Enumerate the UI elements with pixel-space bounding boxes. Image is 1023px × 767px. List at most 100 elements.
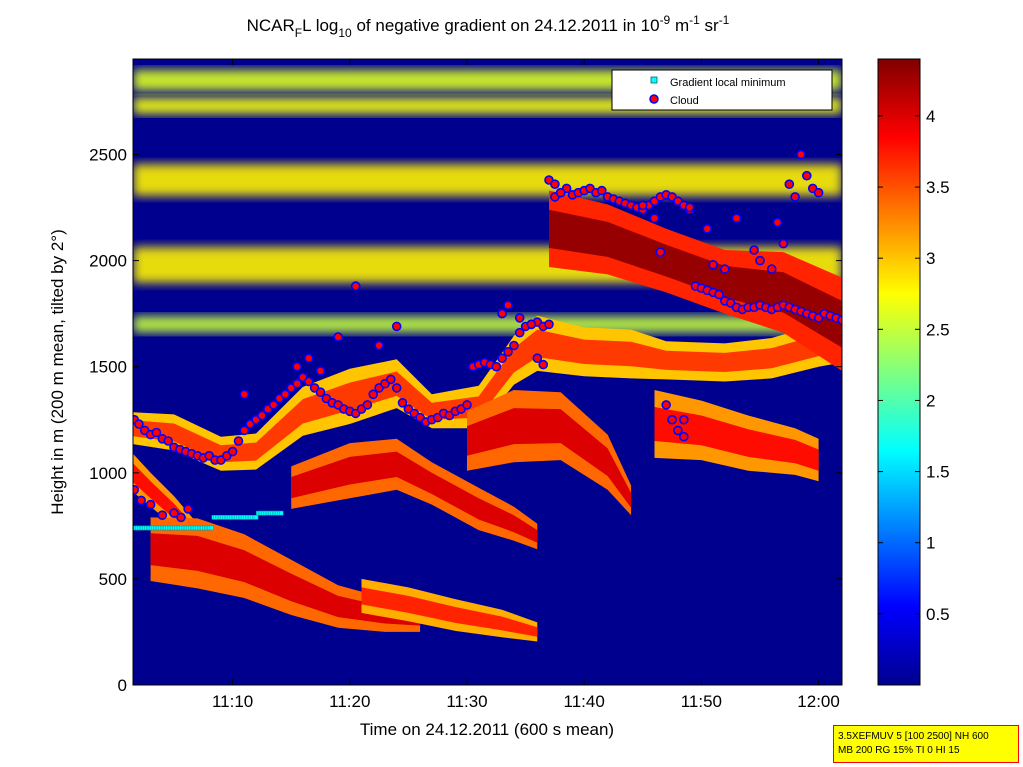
cloud-marker	[667, 414, 677, 425]
cloud-band-core-4	[654, 407, 819, 471]
cloud-marker	[790, 192, 800, 202]
cloud-marker	[145, 499, 156, 510]
series-layer	[133, 149, 842, 531]
cloud-marker	[661, 400, 672, 410]
x-tick-label: 11:10	[212, 692, 253, 711]
colorbar-tick-label: 4	[926, 107, 935, 126]
cloud-marker	[233, 436, 244, 446]
upper-layer-5	[133, 315, 842, 333]
cloud-marker	[731, 213, 742, 223]
cloud-marker	[538, 359, 549, 370]
cloud-marker	[514, 313, 525, 323]
cloud-marker	[708, 259, 718, 270]
minimum-marker	[209, 525, 214, 531]
cloud-marker	[766, 264, 777, 274]
cloud-marker	[596, 185, 607, 196]
x-axis-label: Time on 24.12.2011 (600 s mean)	[360, 720, 614, 739]
colorbar-tick-label: 1	[926, 534, 935, 553]
minimum-marker	[253, 515, 259, 520]
cloud-marker	[784, 179, 795, 189]
colorbar: 0.5 1 1.5 2 2.5 3 3.5 4	[877, 58, 950, 686]
cloud-marker	[509, 340, 519, 351]
cloud-band-core-7	[361, 587, 538, 637]
cloud-marker	[526, 319, 537, 330]
y-axis-label: Height in m (200 m mean, tilted by 2°)	[48, 229, 67, 515]
cloud-marker	[133, 485, 139, 495]
cloud-marker	[239, 389, 250, 400]
cloud-band-core-8	[549, 209, 842, 348]
y-tick-label: 2500	[89, 145, 127, 164]
colorbar-tick-label: 3	[926, 249, 935, 268]
cloud-marker	[280, 389, 291, 400]
cloud-marker	[772, 217, 783, 228]
cloud-marker	[303, 376, 314, 387]
cloud-marker	[837, 315, 842, 325]
x-tick-label: 11:50	[681, 692, 722, 711]
upper-layer-3	[133, 164, 842, 196]
cloud-marker	[315, 366, 326, 376]
legend-marker-cloud	[649, 94, 659, 104]
cloud-marker	[503, 300, 513, 311]
cloud-marker	[151, 427, 162, 438]
heatmap-bands	[133, 69, 842, 642]
cloud-marker	[714, 289, 724, 300]
colorbar-tick-label: 3.5	[926, 178, 950, 197]
cloud-marker	[391, 321, 402, 332]
cloud-marker	[374, 340, 384, 351]
minimum-marker	[278, 510, 284, 516]
cloud-marker	[183, 504, 193, 514]
y-axis: 0 500 1000 1500 2000 2500	[89, 145, 842, 695]
x-axis: 11:10 11:20 11:30 11:40 11:50 12:00	[212, 59, 840, 711]
cloud-marker	[514, 327, 525, 338]
cloud-marker	[778, 238, 789, 249]
cloud-marker	[544, 319, 554, 330]
cloud-marker	[678, 431, 689, 442]
cloud-marker	[362, 400, 373, 410]
cloud-marker	[227, 446, 238, 457]
cloud-marker	[702, 224, 713, 234]
plot-frame	[132, 58, 843, 686]
y-tick-label: 1500	[89, 358, 127, 377]
cloud-marker	[385, 374, 396, 385]
cloud-marker	[315, 387, 326, 398]
cloud-band-core-6	[150, 533, 421, 626]
colorbar-tick-label: 2.5	[926, 320, 950, 339]
colorbar-gradient	[877, 58, 921, 686]
cloud-marker	[163, 436, 173, 446]
cloud-marker	[391, 383, 402, 393]
cloud-marker	[796, 149, 806, 160]
legend-label-cloud: Cloud	[670, 95, 699, 107]
x-tick-label: 12:00	[797, 692, 840, 711]
cloud-marker	[397, 397, 408, 408]
cloud-band-core-1	[133, 329, 842, 463]
cloud-marker	[292, 361, 302, 372]
cloud-marker	[268, 400, 279, 410]
cloud-marker	[333, 332, 343, 342]
info-box-line-2: MB 200 RG 15% TI 0 HI 15	[838, 745, 960, 756]
cloud-marker	[134, 419, 144, 429]
y-tick-label: 2000	[89, 252, 127, 271]
cloud-marker	[257, 410, 267, 421]
y-tick-label: 0	[118, 676, 127, 695]
cloud-marker	[755, 255, 765, 266]
cloud-marker	[136, 495, 146, 506]
cloud-marker	[462, 400, 472, 410]
x-tick-label: 11:40	[564, 692, 605, 711]
legend-label-minimum: Gradient local minimum	[670, 77, 786, 89]
cloud-band-core-3	[467, 408, 632, 508]
cloud-marker	[719, 264, 730, 274]
cloud-marker	[673, 425, 683, 436]
cloud-marker	[239, 425, 250, 436]
colorbar-tick-label: 2	[926, 391, 935, 410]
cloud-marker	[176, 512, 186, 523]
cloud-marker	[157, 510, 168, 521]
cloud-marker	[801, 170, 812, 181]
chart-title: NCARFL log10 of negative gradient on 24.…	[247, 13, 730, 40]
y-tick-label: 500	[99, 570, 127, 589]
cloud-marker	[655, 247, 666, 257]
cloud-marker	[503, 346, 513, 357]
heatmap-plot-area	[132, 58, 843, 686]
y-tick-label: 1000	[89, 464, 127, 483]
colorbar-ticks: 0.5 1 1.5 2 2.5 3 3.5 4	[878, 107, 950, 624]
cloud-marker	[637, 200, 648, 211]
